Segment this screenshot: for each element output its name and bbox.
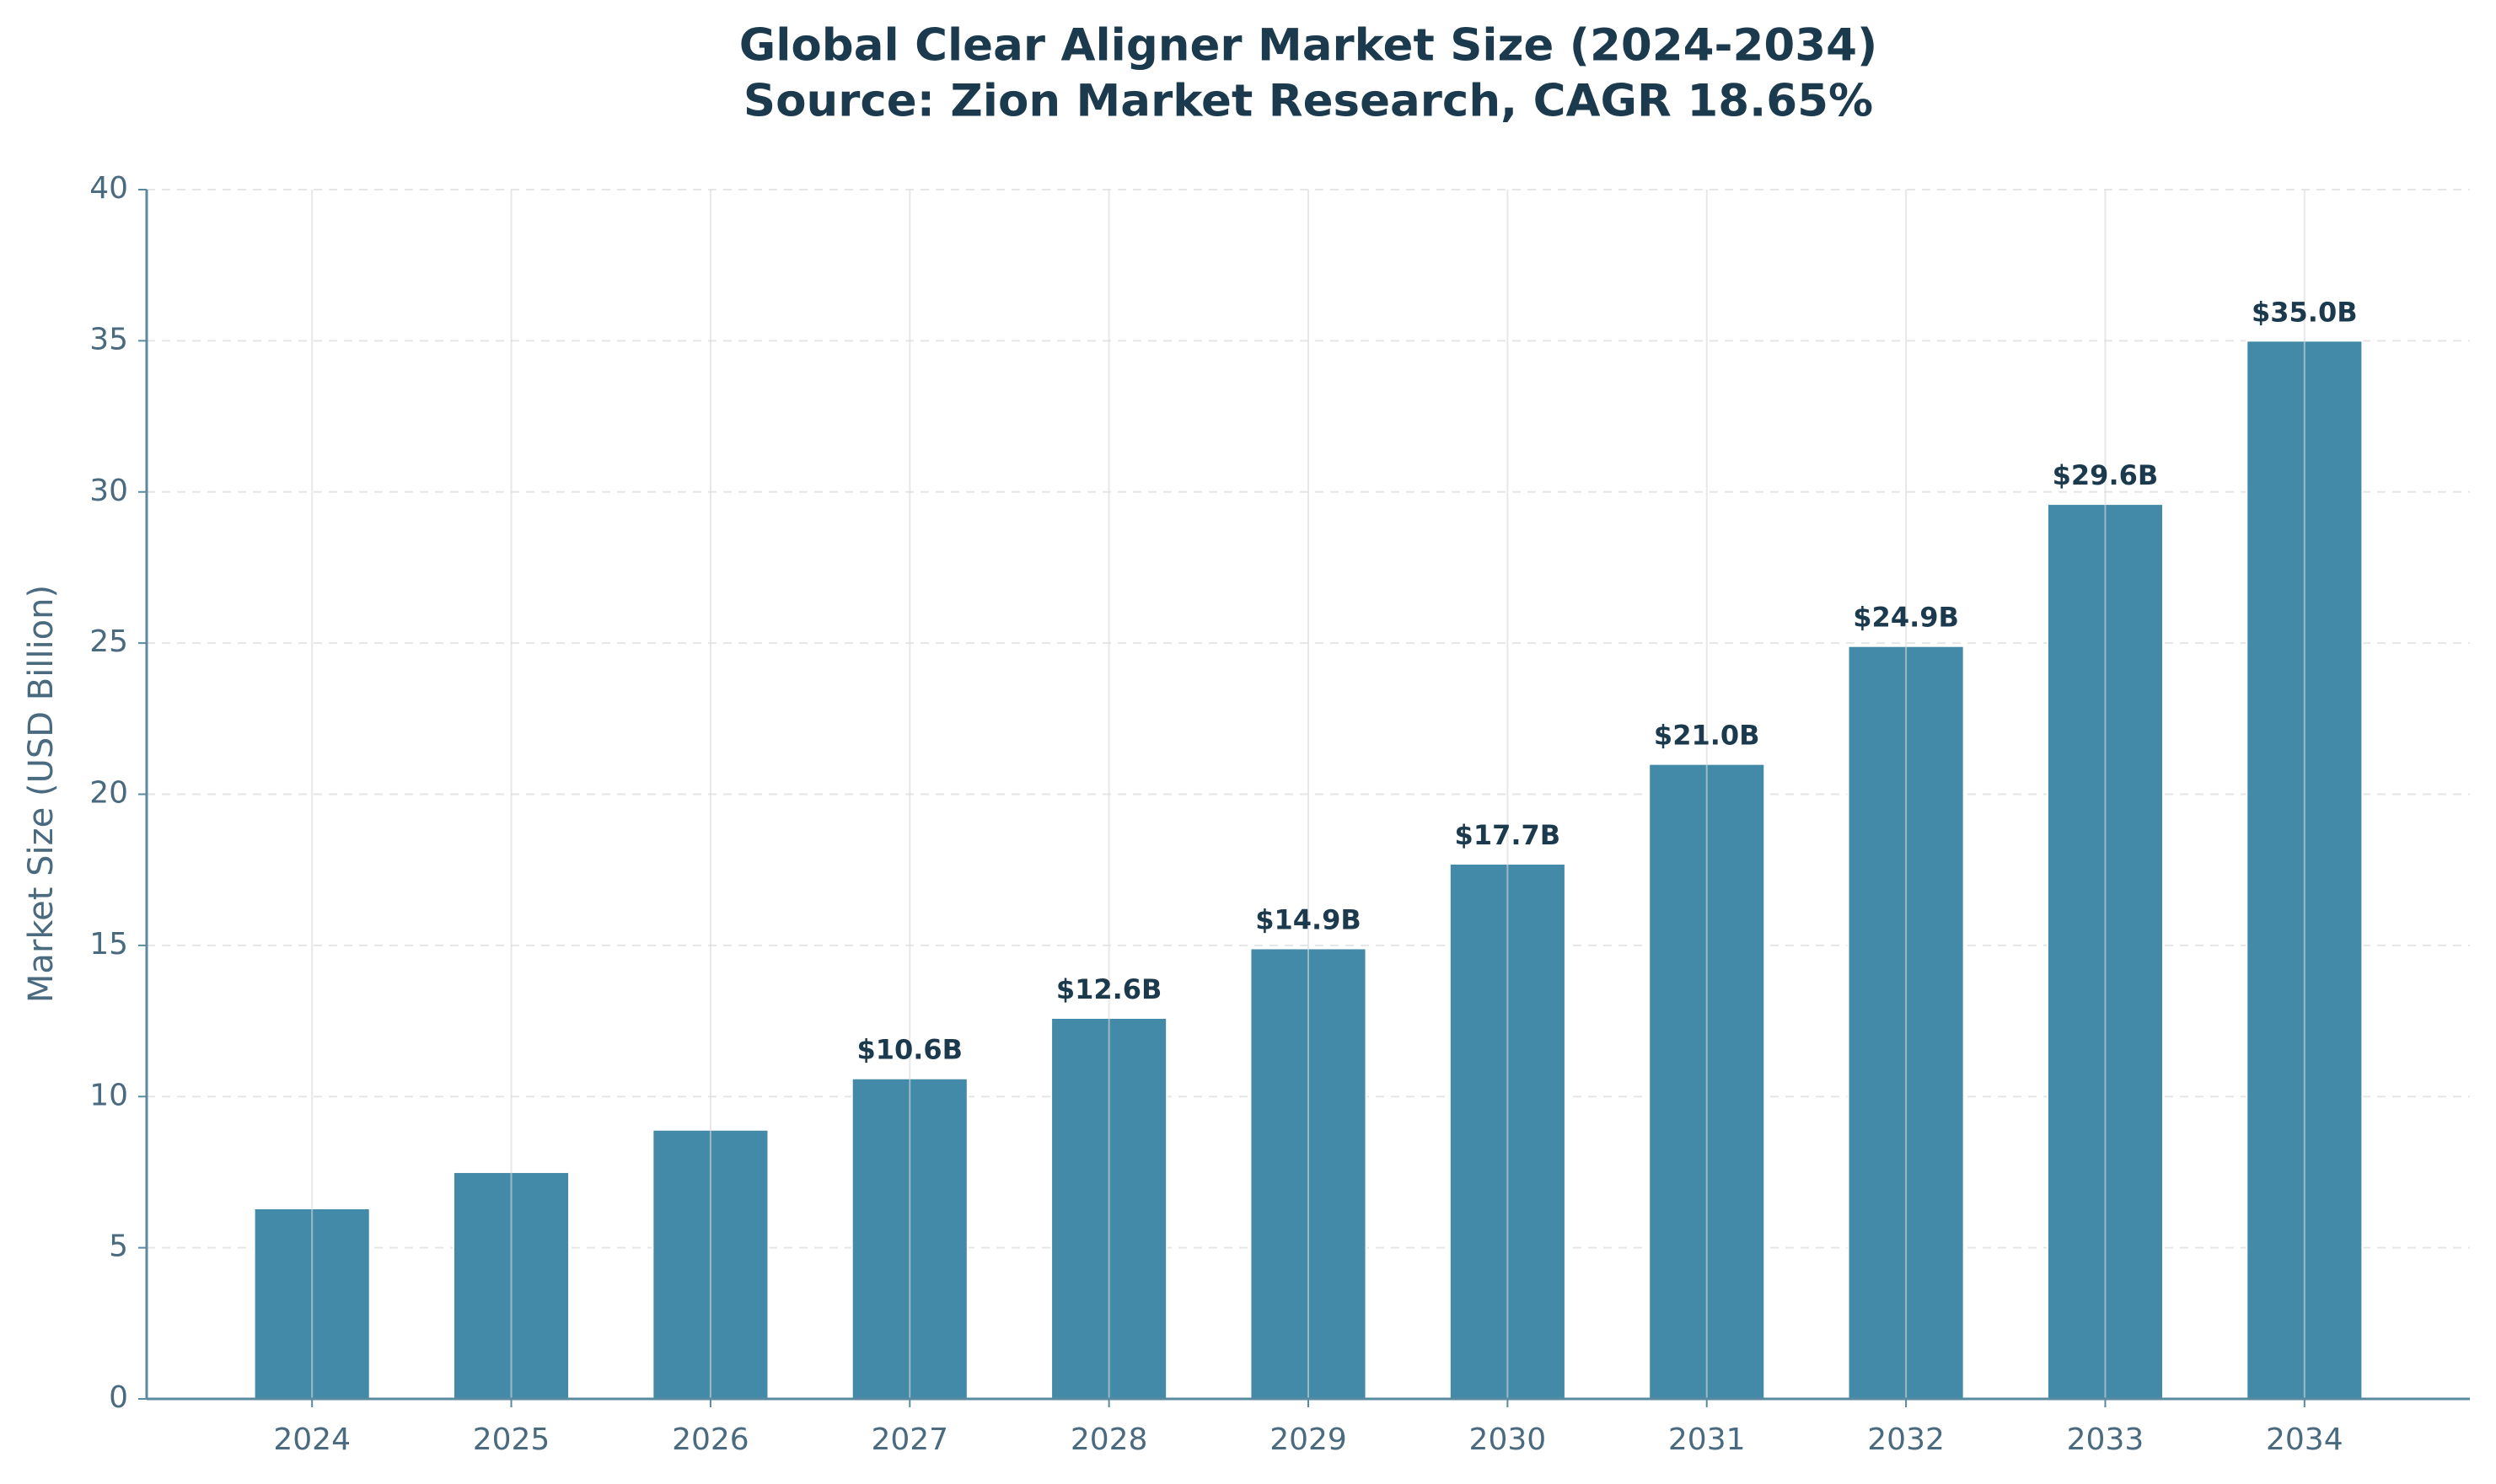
value-label: $12.6B	[1056, 973, 1162, 1005]
value-label: $14.9B	[1255, 903, 1361, 935]
x-tick-label: 2031	[1668, 1422, 1746, 1457]
chart-subtitle: Source: Zion Market Research, CAGR 18.65…	[743, 76, 1873, 127]
x-tick-label: 2029	[1269, 1422, 1347, 1457]
y-tick-label: 40	[89, 171, 128, 206]
y-tick-label: 5	[109, 1230, 128, 1264]
y-axis-label: Market Size (USD Billion)	[22, 585, 61, 1003]
x-tick-label: 2024	[273, 1422, 351, 1457]
value-label: $10.6B	[856, 1034, 963, 1066]
x-tick-label: 2034	[2266, 1422, 2343, 1457]
x-tick-label: 2032	[1867, 1422, 1945, 1457]
value-label: $24.9B	[1853, 602, 1959, 634]
value-label: $21.0B	[1654, 720, 1760, 752]
y-tick-label: 20	[89, 776, 128, 811]
x-tick-label: 2028	[1071, 1422, 1148, 1457]
y-tick-label: 10	[89, 1078, 128, 1112]
x-tick-label: 2026	[672, 1422, 749, 1457]
value-label: $29.6B	[2053, 459, 2159, 491]
y-tick-label: 25	[89, 624, 128, 659]
y-tick-label: 0	[109, 1380, 128, 1415]
x-tick-label: 2030	[1469, 1422, 1547, 1457]
x-tick-label: 2025	[473, 1422, 550, 1457]
value-label: $35.0B	[2252, 296, 2358, 328]
y-tick-label: 30	[89, 474, 128, 508]
x-tick-label: 2027	[871, 1422, 948, 1457]
chart-title: Global Clear Aligner Market Size (2024-2…	[739, 20, 1878, 72]
x-tick-label: 2033	[2067, 1422, 2144, 1457]
y-tick-label: 15	[89, 927, 128, 962]
value-label: $17.7B	[1455, 819, 1561, 851]
y-tick-label: 35	[89, 322, 128, 356]
